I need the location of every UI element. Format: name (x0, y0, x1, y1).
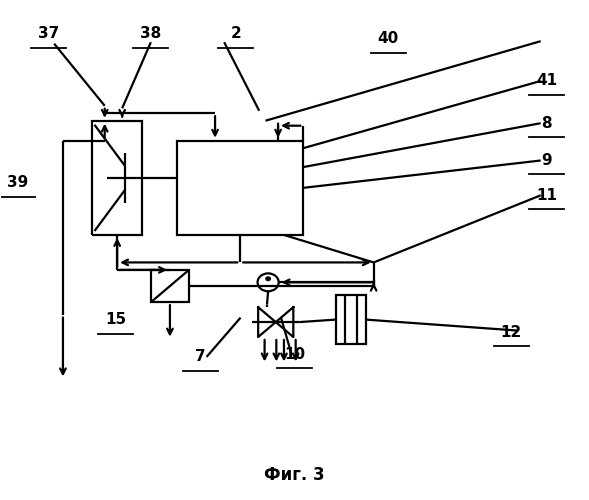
Circle shape (265, 276, 271, 281)
Text: 2: 2 (230, 26, 241, 41)
Text: 41: 41 (536, 74, 557, 88)
Bar (177, 140, 303, 235)
Text: 39: 39 (7, 176, 28, 190)
Text: 37: 37 (38, 26, 59, 41)
Bar (151, 270, 189, 302)
Text: 12: 12 (501, 324, 522, 340)
Bar (336, 294, 366, 344)
Text: 7: 7 (196, 350, 206, 364)
Text: 40: 40 (378, 31, 399, 46)
Text: 9: 9 (541, 153, 552, 168)
Text: Фиг. 3: Фиг. 3 (264, 466, 325, 483)
Text: 11: 11 (536, 188, 557, 203)
Text: 38: 38 (140, 26, 161, 41)
Text: 8: 8 (541, 116, 552, 130)
Text: 10: 10 (284, 347, 305, 362)
Text: 15: 15 (105, 312, 126, 327)
